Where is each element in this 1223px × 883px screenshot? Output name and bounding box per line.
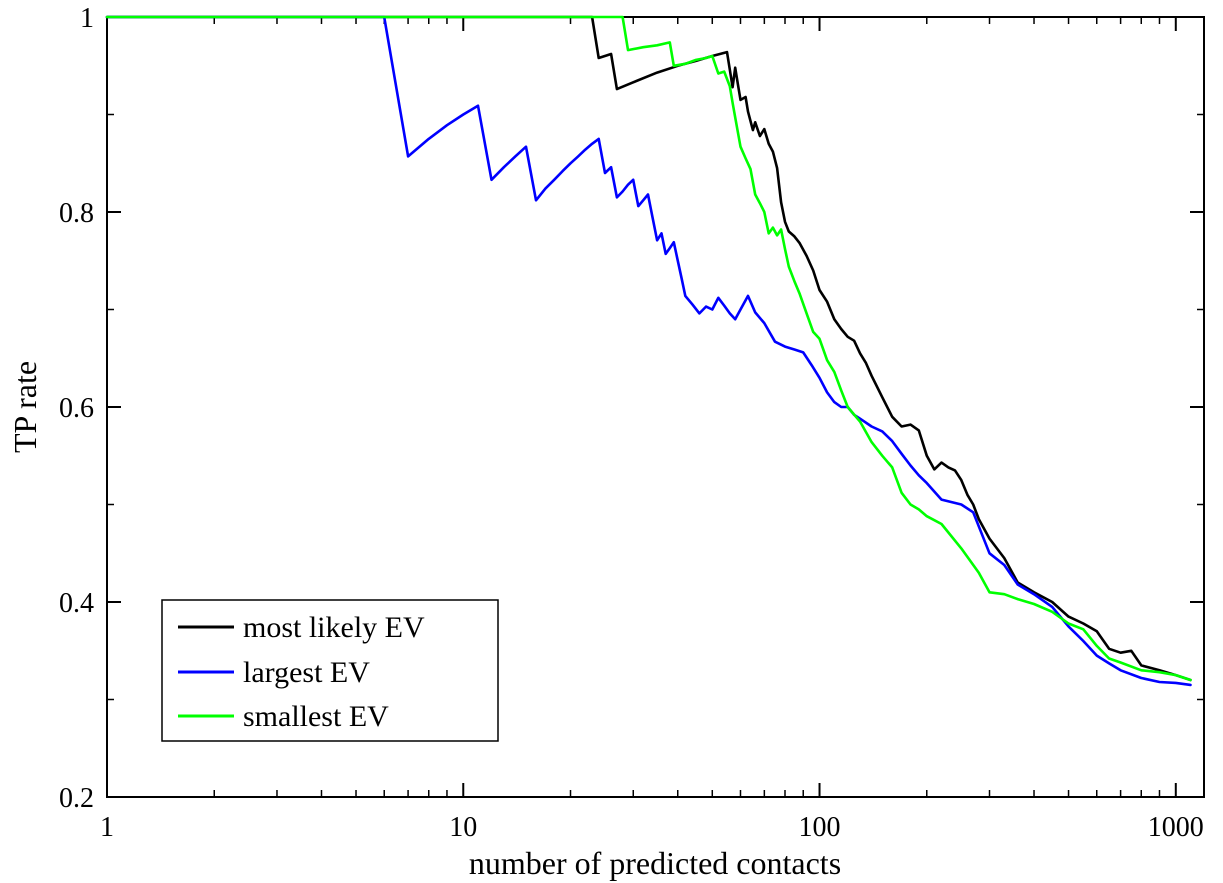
legend: most likely EV largest EV smallest EV	[161, 599, 499, 742]
x-tick-label: 1	[100, 812, 114, 843]
legend-label-largest-ev: largest EV	[243, 656, 370, 689]
y-tick-label: 0.6	[59, 393, 94, 424]
series-line-most-likely-ev	[105, 15, 1192, 682]
series-line-smallest-ev	[105, 15, 1192, 682]
y-tick-label: 1	[80, 3, 94, 34]
series-lines	[105, 15, 1192, 687]
x-tick-label: 100	[799, 812, 841, 843]
x-tick-label: 10	[449, 812, 477, 843]
legend-label-most-likely-ev: most likely EV	[243, 611, 425, 644]
axis-tick-labels: 1 10 100 1000 0.2 0.4 0.6 0.8 1	[59, 3, 1204, 843]
y-tick-label: 0.2	[59, 783, 94, 814]
x-tick-label: 1000	[1148, 812, 1204, 843]
x-axis-title: number of predicted contacts	[469, 845, 841, 881]
legend-label-smallest-ev: smallest EV	[243, 700, 389, 733]
y-axis-title: TP rate	[7, 361, 43, 453]
series-line-largest-ev	[105, 15, 1192, 687]
y-tick-label: 0.8	[59, 198, 94, 229]
y-tick-label: 0.4	[59, 588, 94, 619]
